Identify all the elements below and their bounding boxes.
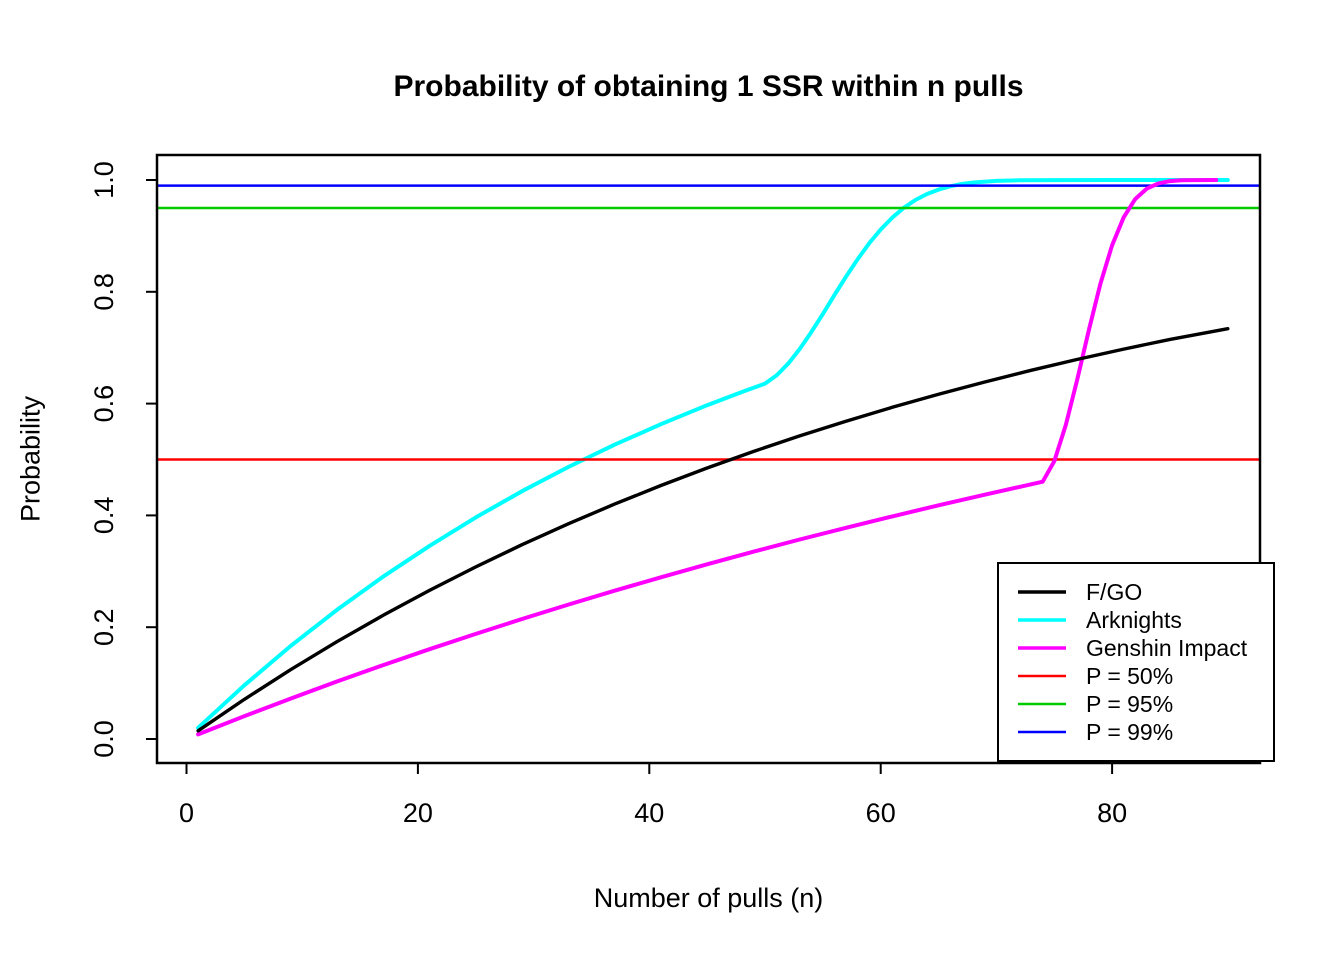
legend-label-f-go: F/GO <box>1086 579 1142 605</box>
y-tick-label: 0.0 <box>89 720 119 758</box>
x-tick-label: 0 <box>179 798 194 828</box>
x-axis-label: Number of pulls (n) <box>593 883 824 913</box>
x-tick-label: 20 <box>403 798 433 828</box>
curve-arknights <box>196 178 1230 730</box>
legend-box <box>997 562 1275 762</box>
chart-title: Probability of obtaining 1 SSR within n … <box>393 70 1024 103</box>
x-tick-label: 40 <box>634 798 664 828</box>
legend-label-p-50: P = 50% <box>1086 663 1173 689</box>
curve-genshin-impact <box>196 178 1219 737</box>
x-tick-label: 80 <box>1097 798 1127 828</box>
y-tick-label: 1.0 <box>89 161 119 199</box>
y-tick-label: 0.4 <box>89 497 119 535</box>
y-tick-label: 0.6 <box>89 385 119 423</box>
curve-f-go <box>196 327 1230 733</box>
legend-label-arknights: Arknights <box>1086 607 1182 633</box>
legend-label-p-99: P = 99% <box>1086 719 1173 745</box>
y-tick-label: 0.8 <box>89 273 119 311</box>
y-axis-label: Probability <box>15 395 46 523</box>
y-tick-label: 0.2 <box>89 608 119 646</box>
plot-border <box>155 153 1262 765</box>
x-tick-label: 60 <box>866 798 896 828</box>
legend-label-p-95: P = 95% <box>1086 691 1173 717</box>
legend-label-genshin-impact: Genshin Impact <box>1086 635 1248 661</box>
